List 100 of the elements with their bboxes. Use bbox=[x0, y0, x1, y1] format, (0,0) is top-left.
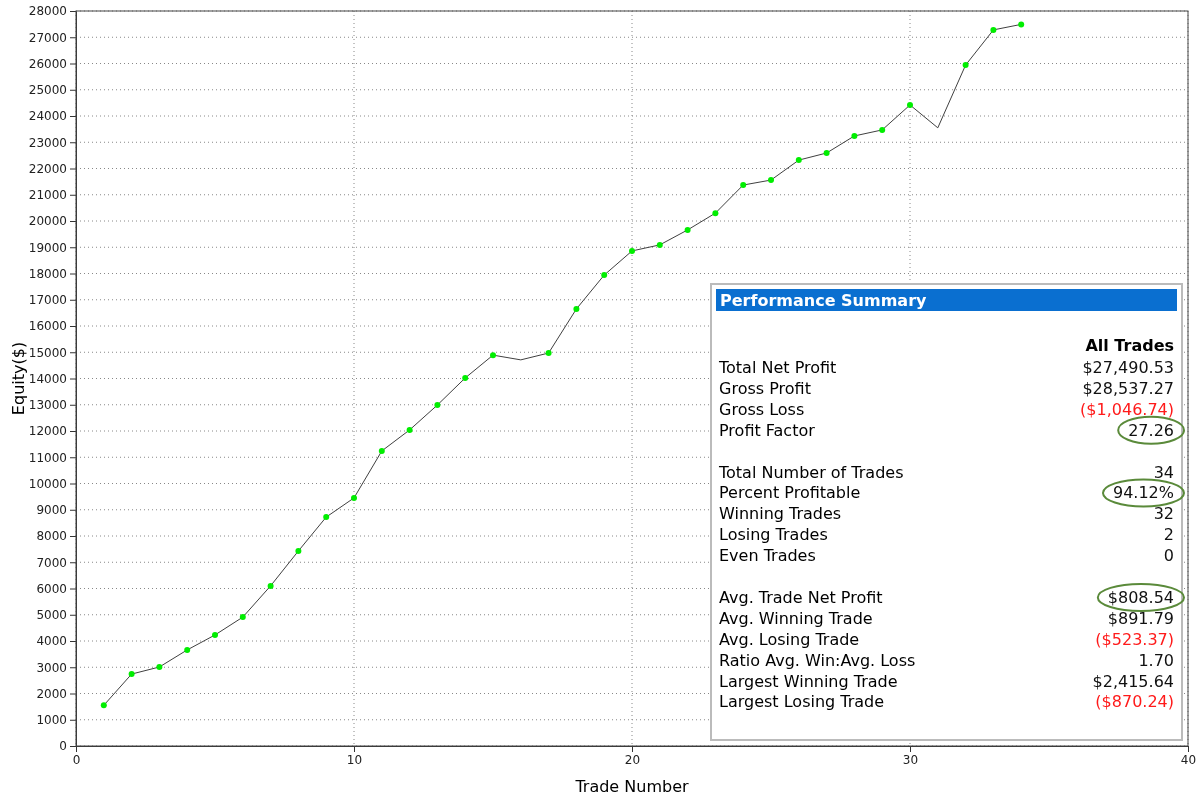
y-tick-label: 22000 bbox=[28, 161, 67, 176]
point bbox=[740, 182, 747, 189]
point bbox=[573, 305, 580, 312]
point bbox=[156, 663, 163, 670]
x-tick-label: 20 bbox=[624, 752, 641, 767]
point bbox=[768, 177, 774, 184]
annotation: $27,490.53 bbox=[1082, 358, 1174, 377]
point bbox=[629, 247, 635, 254]
point bbox=[851, 132, 858, 139]
annotation: Percent Profitable bbox=[719, 483, 861, 503]
y-tick-label: 26000 bbox=[28, 56, 67, 71]
annotation: Profit Factor bbox=[719, 420, 816, 440]
y-tick-label: 11000 bbox=[28, 450, 67, 465]
y-tick-label: 13000 bbox=[28, 398, 67, 413]
y-tick-label: 23000 bbox=[28, 135, 67, 150]
annotation: 2 bbox=[1163, 525, 1174, 545]
annotation: $891.79 bbox=[1107, 608, 1174, 628]
y-tick-label: 12000 bbox=[28, 424, 67, 439]
point bbox=[879, 126, 886, 133]
y-tick-label: 1000 bbox=[36, 713, 67, 728]
annotation: Total Net Profit bbox=[718, 358, 837, 377]
annotation: 0 bbox=[1163, 546, 1174, 566]
point bbox=[378, 447, 385, 454]
annotation: Largest Losing Trade bbox=[719, 692, 885, 712]
y-axis-title: Equity($) bbox=[9, 341, 28, 416]
point bbox=[239, 614, 246, 621]
y-tick-label: 24000 bbox=[28, 109, 67, 124]
point bbox=[490, 352, 496, 359]
y-tick-label: 6000 bbox=[36, 581, 67, 596]
point bbox=[212, 631, 218, 638]
y-tick-label: 21000 bbox=[28, 188, 67, 203]
point bbox=[323, 514, 330, 521]
y-tick-label: 20000 bbox=[28, 214, 67, 229]
annotation: 34 bbox=[1153, 462, 1174, 482]
y-tick-label: 10000 bbox=[28, 476, 67, 491]
y-tick-label: 8000 bbox=[36, 529, 67, 544]
y-tick-label: 19000 bbox=[28, 240, 67, 255]
annotation: ($1,046.74) bbox=[1080, 399, 1174, 419]
point bbox=[907, 101, 913, 108]
x-tick-label: 30 bbox=[902, 752, 919, 767]
x-tick-label: 40 bbox=[1180, 752, 1197, 767]
y-tick-label: 15000 bbox=[28, 345, 67, 360]
y-tick-label: 25000 bbox=[28, 83, 67, 98]
annotation: 1.70 bbox=[1138, 650, 1174, 670]
point bbox=[990, 26, 997, 33]
point bbox=[823, 150, 830, 157]
annotation: 32 bbox=[1153, 504, 1174, 524]
point bbox=[684, 226, 691, 233]
y-tick-label: 9000 bbox=[36, 503, 67, 518]
point bbox=[601, 272, 608, 279]
annotation: Gross Loss bbox=[719, 399, 805, 419]
point bbox=[267, 582, 274, 589]
y-tick-label: 27000 bbox=[28, 30, 67, 45]
y-tick-label: 14000 bbox=[28, 371, 67, 386]
point bbox=[100, 702, 107, 709]
y-tick-label: 4000 bbox=[36, 634, 67, 649]
y-tick-label: 2000 bbox=[36, 686, 67, 701]
point bbox=[184, 646, 191, 653]
annotation: $808.54 bbox=[1107, 587, 1174, 607]
annotation: All Trades bbox=[1085, 336, 1174, 355]
point bbox=[1018, 21, 1025, 28]
y-tick-label: 28000 bbox=[28, 4, 67, 19]
point bbox=[434, 402, 441, 409]
point bbox=[712, 210, 719, 217]
x-tick-label: 10 bbox=[346, 752, 363, 767]
annotation: Largest Winning Trade bbox=[719, 671, 898, 691]
point bbox=[545, 350, 552, 357]
y-tick-label: 7000 bbox=[36, 555, 67, 570]
x-axis-title: Trade Number bbox=[574, 777, 689, 796]
annotation: Winning Trades bbox=[719, 504, 842, 524]
point bbox=[795, 157, 802, 164]
annotation: Total Number of Trades bbox=[718, 462, 904, 482]
annotation: Ratio Avg. Win:Avg. Loss bbox=[719, 650, 916, 670]
point bbox=[406, 426, 413, 433]
x-tick-label: 0 bbox=[72, 752, 81, 767]
annotation: $28,537.27 bbox=[1082, 378, 1174, 398]
annotation: ($523.37) bbox=[1095, 629, 1174, 649]
annotation: Losing Trades bbox=[719, 525, 828, 545]
point bbox=[351, 494, 357, 501]
annotation: $2,415.64 bbox=[1092, 671, 1174, 691]
point bbox=[962, 62, 969, 69]
annotation: Performance Summary bbox=[720, 291, 928, 310]
y-tick-label: 0 bbox=[59, 739, 67, 754]
y-tick-label: 3000 bbox=[36, 660, 67, 675]
point bbox=[656, 241, 663, 248]
y-tick-label: 5000 bbox=[36, 608, 67, 623]
annotation: 27.26 bbox=[1128, 420, 1174, 440]
point bbox=[128, 671, 135, 678]
y-tick-label: 18000 bbox=[28, 266, 67, 281]
annotation: Avg. Trade Net Profit bbox=[719, 587, 883, 607]
annotation: Gross Profit bbox=[719, 378, 811, 398]
annotation: ($870.24) bbox=[1095, 692, 1174, 712]
annotation: Even Trades bbox=[719, 546, 816, 566]
y-tick-label: 17000 bbox=[28, 293, 67, 308]
point bbox=[295, 547, 302, 554]
annotation: 94.12% bbox=[1112, 483, 1174, 503]
annotation: Avg. Winning Trade bbox=[719, 608, 873, 628]
annotation: Avg. Losing Trade bbox=[719, 629, 860, 649]
point bbox=[462, 374, 469, 381]
y-tick-label: 16000 bbox=[28, 319, 67, 334]
